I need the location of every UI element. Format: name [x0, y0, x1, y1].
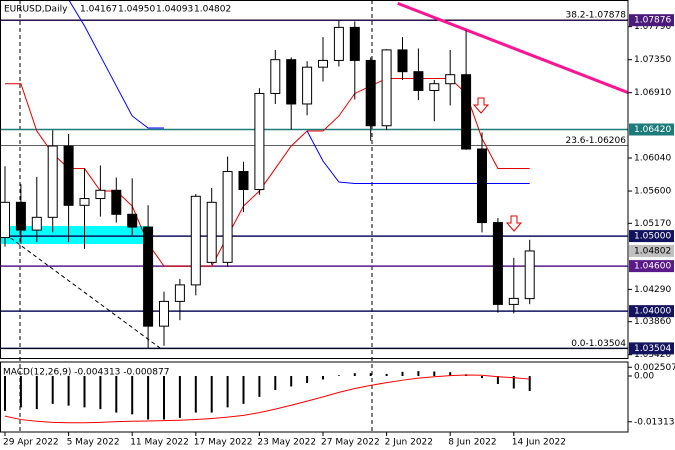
- candle-body: [381, 49, 392, 127]
- x-tick-label: 5 May 2022: [67, 438, 120, 448]
- candle-body: [492, 222, 503, 305]
- candle-body: [413, 71, 424, 91]
- macd-y-tick-label: 0.002507: [634, 363, 675, 373]
- x-tick-label: 17 May 2022: [194, 438, 253, 448]
- indicator-line: [5, 77, 530, 267]
- x-tick-label: 8 Jun 2022: [448, 438, 496, 448]
- candle-body: [143, 226, 154, 327]
- y-tick-label: 1.07790: [634, 22, 671, 32]
- level-label: 1.03504: [634, 344, 671, 354]
- frame: [0, 0, 629, 359]
- candle-body: [365, 59, 376, 127]
- fib-label: 23.6-1.06206: [565, 136, 626, 146]
- level-label: 1.07876: [634, 16, 671, 26]
- candle-body: [524, 250, 535, 300]
- level-label-box: [629, 342, 674, 355]
- candle-body: [31, 216, 42, 231]
- level-label-box: [629, 14, 674, 27]
- candle-body: [270, 59, 281, 94]
- title-value: 1.04167: [80, 5, 117, 15]
- macd-y-tick-label: 0.00: [634, 372, 654, 382]
- y-tick-label: 1.03860: [634, 317, 671, 327]
- candle-body: [318, 59, 328, 68]
- candle-body: [79, 198, 90, 206]
- level-label-box: [629, 230, 674, 243]
- y-tick-label: 1.05170: [634, 219, 671, 229]
- candle-body: [159, 300, 169, 327]
- frame: [0, 361, 629, 433]
- level-label-box: [629, 305, 674, 318]
- fib-label: 0.0-1.03504: [571, 339, 626, 349]
- x-tick-label: 23 May 2022: [257, 438, 316, 448]
- candle-body: [47, 145, 58, 218]
- candle-body: [127, 213, 138, 228]
- x-tick-label: 11 May 2022: [130, 438, 189, 448]
- macd-signal: [4, 374, 530, 424]
- macd-panel: [4, 371, 531, 424]
- candle-body: [349, 26, 360, 61]
- macd-label: MACD(12,26,9) -0.004313 -0.000877: [3, 368, 169, 378]
- candle-body: [461, 74, 472, 150]
- candle-body: [508, 297, 519, 305]
- x-tick-label: 29 Apr 2022: [3, 438, 59, 448]
- candle-body: [302, 66, 313, 105]
- level-label: 1.04600: [634, 262, 671, 272]
- candle-body: [445, 74, 456, 85]
- y-tick-label: 1.05600: [634, 187, 671, 197]
- macd-y-tick-label: -0.013131: [634, 417, 675, 427]
- candle-body: [286, 59, 297, 105]
- candle-body: [0, 201, 10, 239]
- x-tick-label: 14 Jun 2022: [512, 438, 566, 448]
- candle-body: [63, 145, 74, 206]
- trendline: [397, 1, 628, 95]
- title-value: 1.04950: [118, 5, 155, 15]
- candle-body: [222, 171, 233, 263]
- fib-label: 38.2-1.07878: [565, 11, 626, 21]
- candle-body: [429, 83, 440, 91]
- title-value: 1.04093: [156, 5, 193, 15]
- level-label-box: [629, 123, 674, 136]
- y-tick-label: 1.07350: [634, 55, 671, 65]
- candle-body: [174, 284, 185, 302]
- level-label: 1.05000: [634, 232, 671, 242]
- price-label: 1.04802: [634, 246, 671, 256]
- arrow: [505, 215, 523, 232]
- x-tick-label: 27 May 2022: [321, 438, 380, 448]
- candle-body: [95, 189, 106, 200]
- price-label-box: [629, 244, 674, 257]
- y-tick-label: 1.04290: [634, 285, 671, 295]
- axes: 1.07790 1.07350 1.06910 1.06040 1.05600 1.051…: [3, 14, 675, 448]
- x-tick-label: 2 Jun 2022: [385, 438, 433, 448]
- candle-body: [206, 201, 217, 263]
- arrow: [472, 97, 490, 114]
- y-tick-label: 1.06040: [634, 154, 671, 164]
- candle-body: [238, 171, 249, 191]
- candle-body: [477, 148, 487, 224]
- main-panel: [0, 0, 628, 350]
- candle-body: [254, 92, 265, 191]
- candle-body: [111, 189, 122, 215]
- candle-body: [15, 201, 26, 231]
- candle-body: [190, 195, 201, 286]
- chart-title: EURUSD,Daily: [4, 5, 68, 15]
- level-label: 1.06420: [634, 125, 671, 135]
- y-tick-label: 1.06910: [634, 88, 671, 98]
- level-label: 1.04000: [634, 307, 671, 317]
- indicator-line: [68, 0, 530, 185]
- title-value: 1.04802: [194, 5, 231, 15]
- candle-body: [397, 49, 408, 73]
- y-tick-label: 1.03420: [634, 350, 671, 360]
- level-label-box: [629, 260, 674, 273]
- candle-body: [333, 26, 344, 61]
